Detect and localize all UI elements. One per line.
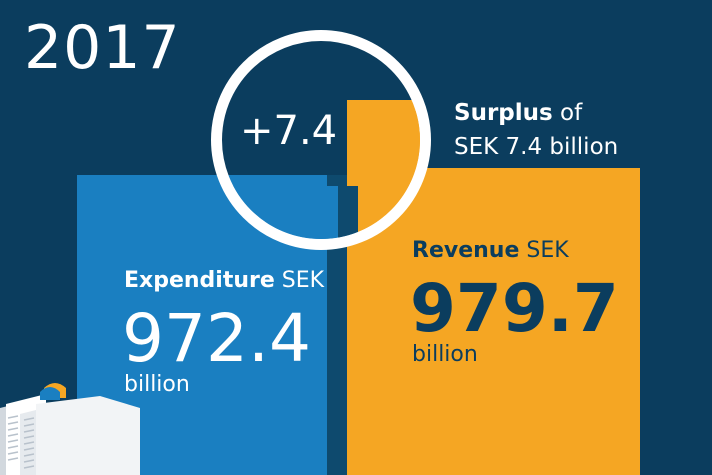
revenue-currency: SEK: [519, 238, 569, 263]
revenue-label: Revenue SEK: [412, 238, 569, 263]
documents-stack-icon: [0, 383, 140, 475]
revenue-shadow: [327, 175, 347, 475]
revenue-title: Revenue: [412, 238, 520, 263]
expenditure-label: Expenditure SEK: [124, 268, 324, 293]
year-heading: 2017: [24, 13, 181, 83]
expenditure-value: 972.4: [122, 300, 311, 377]
surplus-amount: SEK 7.4 billion: [454, 134, 619, 160]
circle-expenditure-fill: [222, 186, 358, 239]
surplus-title-rest: of: [552, 100, 583, 126]
surplus-title: Surplus: [454, 100, 553, 126]
revenue-unit: billion: [412, 342, 478, 367]
surplus-caption: Surplus of SEK 7.4 billion: [454, 96, 618, 164]
expenditure-title: Expenditure: [124, 268, 275, 293]
circle-shadow-fill: [338, 186, 358, 239]
surplus-circle: [211, 30, 431, 250]
expenditure-unit: billion: [124, 372, 190, 397]
expenditure-currency: SEK: [274, 268, 325, 293]
circle-revenue-fill: [358, 111, 420, 239]
surplus-delta: +7.4: [240, 108, 338, 154]
revenue-value: 979.7: [410, 270, 619, 347]
